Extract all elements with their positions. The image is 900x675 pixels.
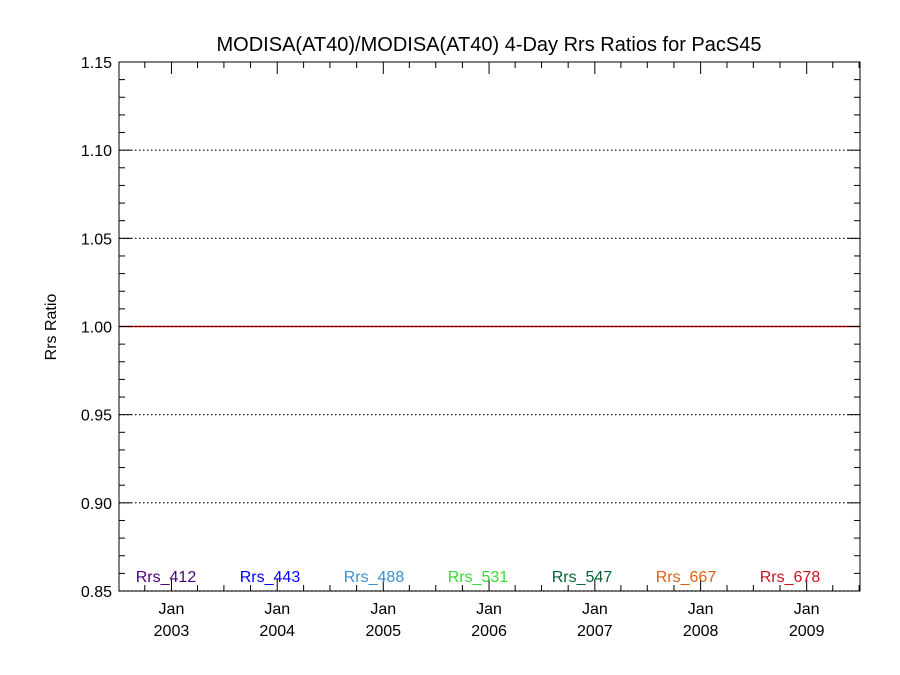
y-tick-label: 1.10 xyxy=(81,143,112,160)
y-tick-label: 0.95 xyxy=(81,408,112,425)
y-tick-label: 1.05 xyxy=(81,231,112,248)
legend-entry-rrs-547: Rrs_547 xyxy=(552,569,613,586)
x-tick-label-year: 2005 xyxy=(365,623,401,640)
legend: Rrs_412 Rrs_443 Rrs_488 Rrs_531 Rrs_547 Rrs_6… xyxy=(136,569,821,586)
legend-entry-rrs-667: Rrs_667 xyxy=(656,569,717,586)
x-tick-label-month: Jan xyxy=(794,601,820,618)
legend-entry-rrs-531: Rrs_531 xyxy=(448,569,509,586)
x-tick-label-year: 2006 xyxy=(471,623,507,640)
y-tick-label: 1.00 xyxy=(81,320,112,337)
x-tick-label-year: 2007 xyxy=(577,623,613,640)
y-tick-label: 1.15 xyxy=(81,55,112,72)
legend-entry-rrs-488: Rrs_488 xyxy=(344,569,405,586)
y-axis-ticks: 0.85 0.90 0.95 1.00 1.05 1.10 1.15 xyxy=(81,55,860,601)
x-tick-label-year: 2009 xyxy=(789,623,825,640)
x-tick-label-month: Jan xyxy=(688,601,714,618)
y-tick-label: 0.85 xyxy=(81,584,112,601)
x-tick-label-year: 2003 xyxy=(154,623,190,640)
x-tick-label-month: Jan xyxy=(264,601,290,618)
x-tick-label-month: Jan xyxy=(370,601,396,618)
x-tick-label-month: Jan xyxy=(582,601,608,618)
x-tick-label-year: 2008 xyxy=(683,623,719,640)
y-tick-label: 0.90 xyxy=(81,496,112,513)
legend-entry-rrs-678: Rrs_678 xyxy=(760,569,821,586)
x-tick-label-month: Jan xyxy=(159,601,185,618)
x-tick-label-year: 2004 xyxy=(259,623,295,640)
x-axis-ticks: Jan 2003 Jan 2004 Jan 2005 Jan 2006 Jan 2007 Jan 20… xyxy=(144,62,860,640)
y-axis-label: Rrs Ratio xyxy=(43,294,60,361)
legend-entry-rrs-412: Rrs_412 xyxy=(136,569,197,586)
chart-title: MODISA(AT40)/MODISA(AT40) 4-Day Rrs Rati… xyxy=(217,34,762,56)
x-tick-label-month: Jan xyxy=(476,601,502,618)
gridlines xyxy=(119,149,860,592)
legend-entry-rrs-443: Rrs_443 xyxy=(240,569,301,586)
